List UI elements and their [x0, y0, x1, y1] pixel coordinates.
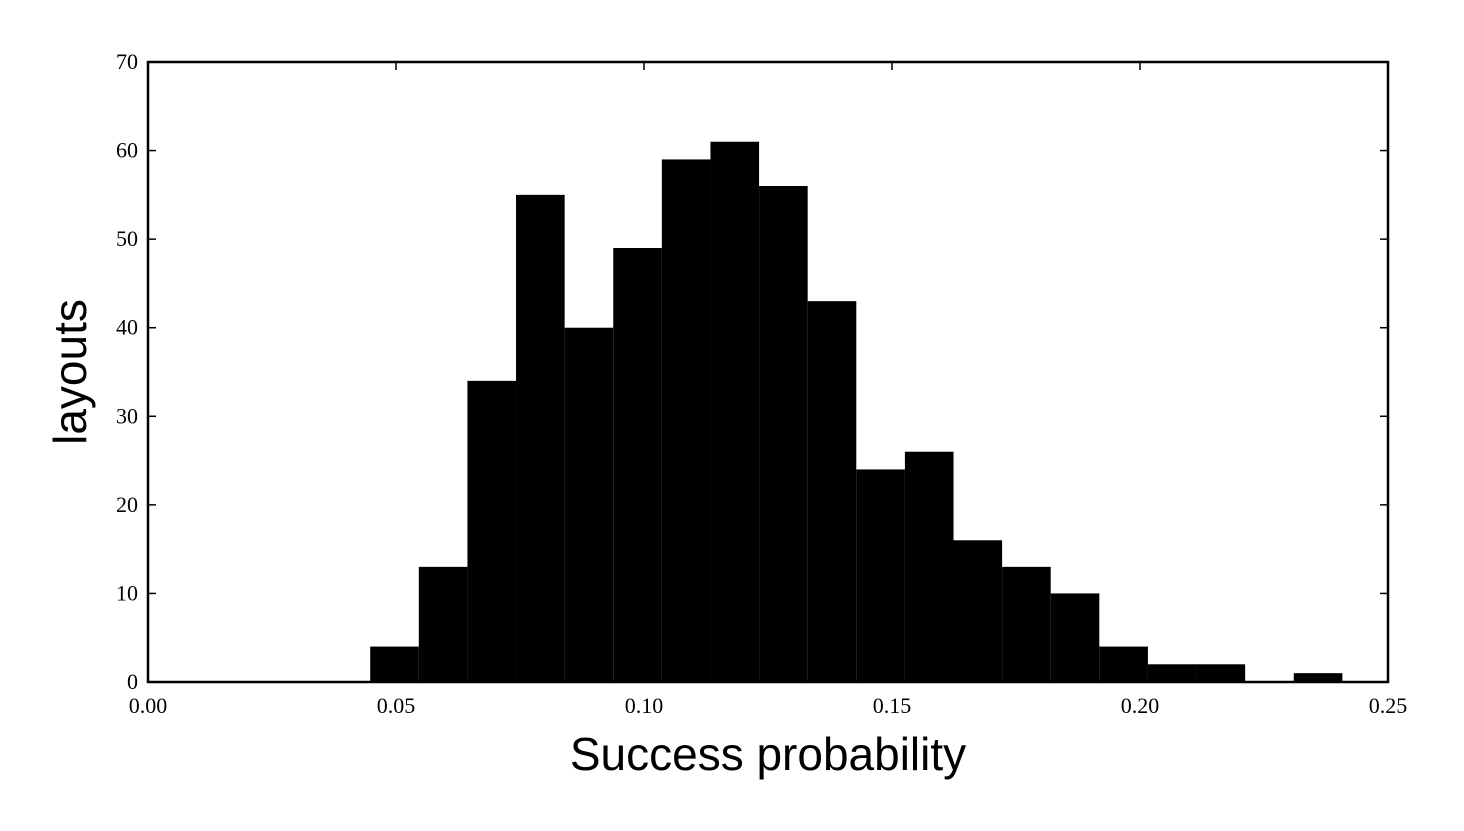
x-tick-label: 0.15 [873, 693, 912, 718]
y-tick-label: 50 [116, 226, 138, 251]
bar [564, 327, 614, 682]
bar [807, 301, 857, 682]
x-tick-label: 0.20 [1121, 693, 1160, 718]
x-tick-label: 0.05 [377, 693, 416, 718]
bar [467, 380, 517, 682]
bar [710, 141, 760, 682]
bar [1196, 664, 1246, 682]
bar [1002, 566, 1051, 682]
bar [661, 159, 711, 682]
y-tick-label: 70 [116, 49, 138, 74]
bar [1050, 593, 1100, 682]
y-axis-label: layouts [44, 299, 96, 445]
bar [904, 451, 954, 682]
x-tick-label: 0.10 [625, 693, 664, 718]
plot-frame [146, 60, 1390, 684]
bar [953, 540, 1003, 682]
x-tick-label: 0.00 [129, 693, 168, 718]
y-tick-label: 0 [127, 669, 138, 694]
y-tick-label: 40 [116, 315, 138, 340]
y-tick-label: 10 [116, 580, 138, 605]
y-tick-label: 20 [116, 492, 138, 517]
bar [613, 248, 662, 682]
bar [1293, 673, 1343, 682]
x-tick-label: 0.25 [1369, 693, 1408, 718]
bar [856, 469, 905, 682]
x-axis-label: Success probability [570, 728, 966, 780]
bar [370, 646, 419, 682]
bar [1147, 664, 1197, 682]
bar [516, 194, 565, 682]
bar [759, 186, 808, 682]
y-tick-label: 30 [116, 403, 138, 428]
y-tick-label: 60 [116, 138, 138, 163]
bar [418, 566, 468, 682]
